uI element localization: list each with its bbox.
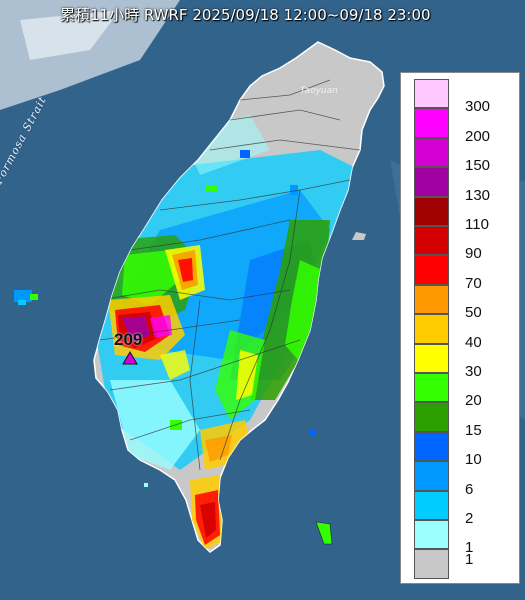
legend-swatch bbox=[414, 520, 449, 550]
legend-swatch bbox=[414, 79, 449, 109]
legend-label: 70 bbox=[465, 274, 482, 292]
legend-label: 2 bbox=[465, 510, 474, 527]
legend-swatch bbox=[414, 373, 449, 403]
legend-label: 20 bbox=[465, 392, 482, 410]
legend-swatch bbox=[414, 490, 449, 520]
legend-label: 30 bbox=[465, 363, 482, 380]
legend-swatch bbox=[414, 343, 449, 373]
map-title: 累積11小時 RWRF 2025/09/18 12:00~09/18 23:00 bbox=[60, 6, 431, 24]
legend-swatch bbox=[414, 137, 449, 168]
legend-label: 40 bbox=[465, 333, 482, 351]
max-value-label: 209 bbox=[114, 330, 143, 349]
legend-label: 200 bbox=[465, 127, 491, 145]
legend-swatch bbox=[414, 108, 449, 138]
legend-label: 150 bbox=[465, 157, 491, 175]
legend-label: 1 bbox=[465, 551, 474, 569]
legend-swatch bbox=[414, 284, 449, 315]
legend-swatch bbox=[414, 461, 449, 491]
city-label: Taoyuan bbox=[300, 86, 338, 96]
legend-swatch bbox=[414, 196, 449, 226]
legend-label: 300 bbox=[465, 98, 491, 116]
max-value-marker bbox=[122, 351, 138, 365]
legend-swatch bbox=[414, 255, 449, 285]
legend-label: 15 bbox=[465, 421, 482, 439]
legend-label: 10 bbox=[465, 451, 482, 469]
legend-label: 90 bbox=[465, 245, 482, 263]
legend-swatch bbox=[414, 314, 449, 344]
rainfall-legend: 300 200 150 130 110 90 70 50 40 30 20 15 10 6 2 1 1 bbox=[400, 72, 520, 584]
legend-label: 6 bbox=[465, 480, 474, 498]
legend-swatch bbox=[414, 431, 449, 462]
legend-label: 110 bbox=[465, 216, 489, 233]
legend-label: 1 bbox=[465, 539, 474, 557]
legend-swatch bbox=[414, 226, 449, 256]
legend-swatch bbox=[414, 167, 449, 197]
legend-label: 130 bbox=[465, 186, 491, 204]
legend-swatch bbox=[414, 402, 449, 432]
legend-swatch bbox=[414, 549, 449, 579]
legend-label: 50 bbox=[465, 304, 482, 322]
